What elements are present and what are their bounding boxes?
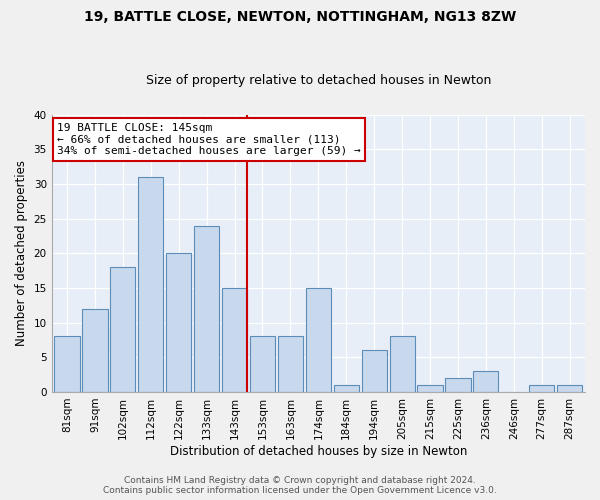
Bar (389, 336, 415, 392)
Bar (418, 385, 443, 392)
Bar (55, 336, 80, 392)
Bar (306, 288, 331, 392)
Bar (222, 288, 247, 392)
Text: Contains HM Land Registry data © Crown copyright and database right 2024.
Contai: Contains HM Land Registry data © Crown c… (103, 476, 497, 495)
Title: Size of property relative to detached houses in Newton: Size of property relative to detached ho… (146, 74, 491, 87)
Text: 19 BATTLE CLOSE: 145sqm
← 66% of detached houses are smaller (113)
34% of semi-d: 19 BATTLE CLOSE: 145sqm ← 66% of detache… (57, 123, 361, 156)
Bar (473, 371, 499, 392)
Bar (445, 378, 470, 392)
Bar (166, 254, 191, 392)
Bar (362, 350, 387, 392)
Bar (194, 226, 219, 392)
Bar (334, 385, 359, 392)
Bar (557, 385, 582, 392)
Bar (82, 308, 107, 392)
Y-axis label: Number of detached properties: Number of detached properties (15, 160, 28, 346)
Bar (278, 336, 303, 392)
Bar (110, 267, 136, 392)
Text: 19, BATTLE CLOSE, NEWTON, NOTTINGHAM, NG13 8ZW: 19, BATTLE CLOSE, NEWTON, NOTTINGHAM, NG… (84, 10, 516, 24)
Bar (250, 336, 275, 392)
X-axis label: Distribution of detached houses by size in Newton: Distribution of detached houses by size … (170, 444, 467, 458)
Bar (529, 385, 554, 392)
Bar (138, 177, 163, 392)
